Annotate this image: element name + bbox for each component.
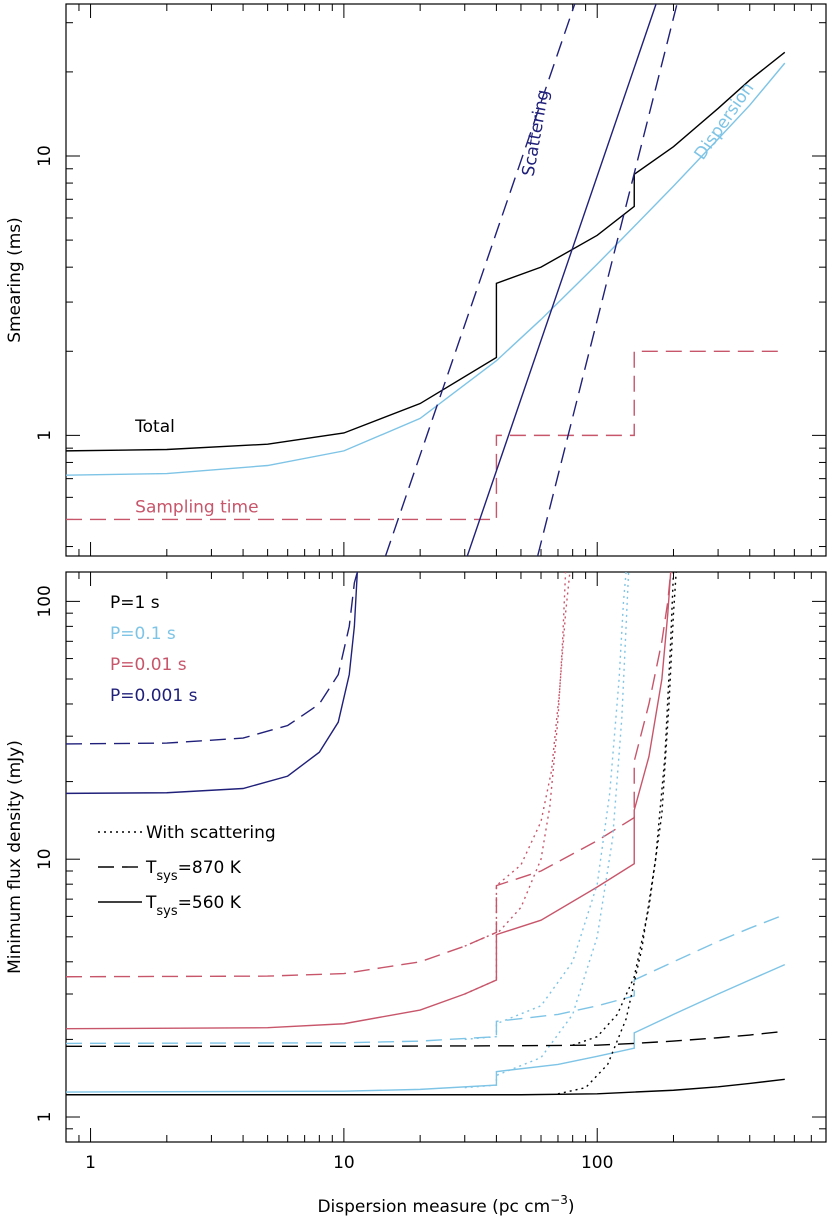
series-scattering-lower — [536, 4, 678, 556]
annotation-sampling-time: Sampling time — [135, 497, 258, 517]
legend-text-end: =560 K — [178, 893, 242, 913]
x-axis-label-main: Dispersion measure (pc cm — [317, 1197, 550, 1217]
legend-subscript: sys — [156, 869, 177, 884]
series-p-1-s-with-scattering-560-k — [557, 572, 675, 1095]
legend-text: T — [145, 893, 157, 913]
bottom-panel-flux-density: 1 10 100 1 10 100 Minimum flux density (mJy) Di… — [5, 571, 827, 1217]
series-p-0-01-s-tsys-560-k — [66, 572, 672, 1030]
legend-with-scattering: With scattering — [146, 823, 276, 843]
y-tick-label-100: 100 — [35, 585, 55, 617]
bottom-plot-frame — [65, 571, 827, 1143]
annotation-total: Total — [134, 417, 175, 437]
series-p-0-01-s-with-scattering-560-k — [464, 572, 567, 995]
bottom-y-axis-label: Minimum flux density (mJy) — [5, 740, 25, 974]
series-total — [66, 51, 786, 452]
top-series-group — [66, 4, 786, 556]
legend-text-end: =870 K — [178, 858, 242, 878]
series-sampling-time — [66, 350, 785, 521]
legend-text: With scattering — [146, 823, 276, 843]
x-tick-label-1: 1 — [85, 1153, 96, 1173]
top-panel-smearing: 1 10 Smearing (ms) Total Sampling time Scatte… — [5, 3, 827, 557]
legend-p-0-1-s: P=0.1 s — [110, 624, 176, 644]
series-scattering-upper — [384, 4, 576, 556]
top-plot-frame — [65, 3, 827, 557]
y-tick-label-1: 1 — [35, 430, 55, 441]
annotation-scattering: Scattering — [519, 88, 554, 178]
legend-p-0-001-s: P=0.001 s — [110, 686, 198, 706]
series-scattering — [466, 4, 657, 556]
x-axis-label-exponent: −3 — [550, 1193, 568, 1207]
series-p-1-s-tsys-870-k — [66, 1030, 785, 1048]
series-p-0-001-s-tsys-870-k — [66, 572, 359, 745]
legend-text: T — [145, 858, 157, 878]
x-tick-label-100: 100 — [581, 1153, 613, 1173]
series-p-0-001-s-tsys-560-k — [66, 572, 359, 795]
y-tick-label-10: 10 — [35, 848, 55, 870]
annotation-dispersion: Dispersion — [691, 79, 759, 164]
series-p-0-1-s-with-scattering-560-k — [464, 572, 630, 1089]
series-dispersion — [66, 62, 786, 476]
series-p-1-s-tsys-560-k — [66, 1078, 785, 1096]
y-tick-label-10: 10 — [35, 145, 55, 167]
legend-p-1-s: P=1 s — [110, 593, 160, 613]
top-ticks — [65, 4, 827, 556]
x-tick-label-10: 10 — [333, 1153, 355, 1173]
x-axis-label-close: ) — [568, 1197, 575, 1217]
bottom-ticks — [65, 572, 827, 1143]
legend-p-0-01-s: P=0.01 s — [110, 655, 187, 675]
legend-t-560-k: Tsys=560 K — [145, 893, 242, 919]
legend-subscript: sys — [156, 904, 177, 919]
bottom-series-group — [66, 572, 786, 1096]
series-p-0-01-s-tsys-870-k — [66, 572, 672, 978]
series-p-0-1-s-tsys-560-k — [66, 963, 786, 1093]
top-y-axis-label: Smearing (ms) — [5, 217, 25, 343]
y-tick-label-1: 1 — [35, 1112, 55, 1123]
x-axis-label: Dispersion measure (pc cm−3) — [317, 1193, 574, 1217]
series-p-1-s-with-scattering-870-k — [572, 572, 677, 1046]
series-p-0-01-s-with-scattering-870-k — [464, 572, 571, 947]
series-p-0-1-s-tsys-870-k — [66, 913, 786, 1045]
series-p-0-1-s-with-scattering-870-k — [464, 572, 627, 1041]
legend-t-870-k: Tsys=870 K — [145, 858, 242, 884]
